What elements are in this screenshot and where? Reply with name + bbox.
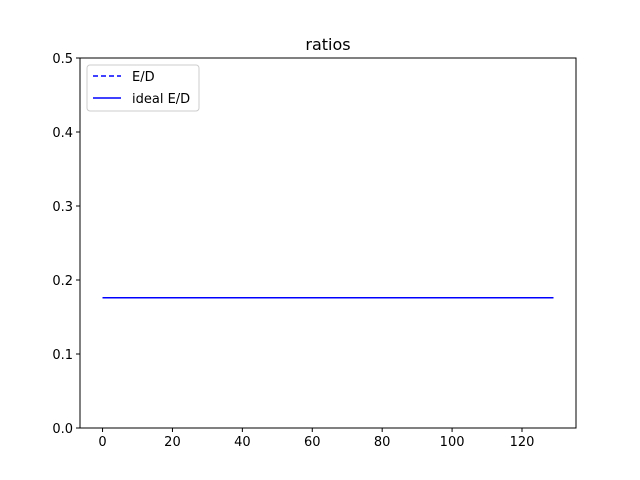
y-tick-label: 0.1 xyxy=(52,348,73,363)
x-axis-ticks: 0 20 40 60 80 100 120 xyxy=(98,428,534,450)
legend-label-e-d: E/D xyxy=(132,70,155,85)
x-tick-label: 40 xyxy=(234,435,251,450)
y-axis-ticks: 0.0 0.1 0.2 0.3 0.4 0.5 xyxy=(52,52,80,437)
x-tick-label: 80 xyxy=(374,435,391,450)
y-tick-label: 0.4 xyxy=(52,126,73,141)
y-tick-label: 0.3 xyxy=(52,200,73,215)
x-tick-label: 20 xyxy=(164,435,181,450)
x-tick-label: 120 xyxy=(510,435,535,450)
x-tick-label: 0 xyxy=(98,435,106,450)
plot-area: 0 20 40 60 80 100 120 0.0 0.1 0.2 0.3 0.4 0.5 xyxy=(52,52,577,450)
x-tick-label: 60 xyxy=(304,435,321,450)
y-tick-label: 0.0 xyxy=(52,422,73,437)
y-tick-label: 0.2 xyxy=(52,274,73,289)
legend-label-ideal-e-d: ideal E/D xyxy=(132,92,190,107)
plot-frame xyxy=(79,57,577,429)
legend: E/D ideal E/D xyxy=(86,64,200,112)
chart-title: ratios xyxy=(305,35,350,54)
y-tick-label: 0.5 xyxy=(52,52,73,67)
legend-box xyxy=(86,64,200,112)
x-tick-label: 100 xyxy=(440,435,465,450)
